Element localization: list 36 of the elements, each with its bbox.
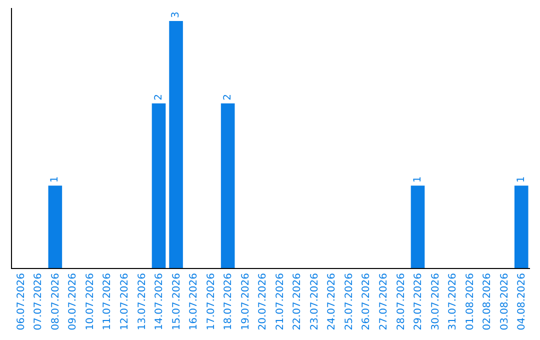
x-tick-label: 30.07.2026	[430, 273, 442, 330]
x-tick-label: 11.07.2026	[102, 273, 114, 330]
x-tick-label: 29.07.2026	[413, 273, 424, 330]
x-tick-label: 13.07.2026	[136, 273, 148, 330]
x-tick-label: 26.07.2026	[361, 273, 372, 330]
x-tick-label: 07.07.2026	[33, 273, 44, 330]
x-tick-label: 31.07.2026	[448, 273, 459, 330]
data-label: 2	[153, 94, 164, 100]
x-tick-label: 22.07.2026	[292, 273, 304, 330]
x-tick-label: 21.07.2026	[274, 273, 286, 330]
x-tick-label: 20.07.2026	[258, 273, 269, 330]
x-tick-label: 12.07.2026	[119, 273, 130, 330]
x-tick-label: 18.07.2026	[223, 273, 234, 330]
x-tick-label: 25.07.2026	[344, 273, 355, 330]
x-tick-label: 01.08.2026	[464, 273, 476, 330]
data-label: 2	[222, 94, 234, 100]
data-label: 1	[412, 176, 424, 183]
x-tick-label: 08.07.2026	[50, 273, 62, 330]
x-tick-label: 24.07.2026	[326, 273, 338, 330]
data-label: 1	[516, 176, 527, 183]
x-tick-label: 14.07.2026	[154, 273, 166, 330]
x-tick-label: 10.07.2026	[84, 273, 96, 330]
x-tick-label: 03.08.2026	[499, 273, 510, 330]
x-tick-label: 17.07.2026	[206, 273, 217, 330]
x-tick-label: 19.07.2026	[240, 273, 252, 330]
x-tick-label: 16.07.2026	[188, 273, 200, 330]
x-tick-label: 02.08.2026	[482, 273, 494, 330]
data-label: 3	[170, 12, 182, 18]
x-tick-label: 06.07.2026	[16, 273, 27, 330]
x-tick-label: 04.08.2026	[516, 273, 528, 330]
x-tick-label: 23.07.2026	[309, 273, 320, 330]
x-tick-label: 09.07.2026	[68, 273, 79, 330]
x-tick-label: 15.07.2026	[171, 273, 182, 330]
x-tick-label: 28.07.2026	[396, 273, 407, 330]
x-tick-label: 27.07.2026	[378, 273, 390, 330]
data-label: 1	[50, 176, 61, 183]
